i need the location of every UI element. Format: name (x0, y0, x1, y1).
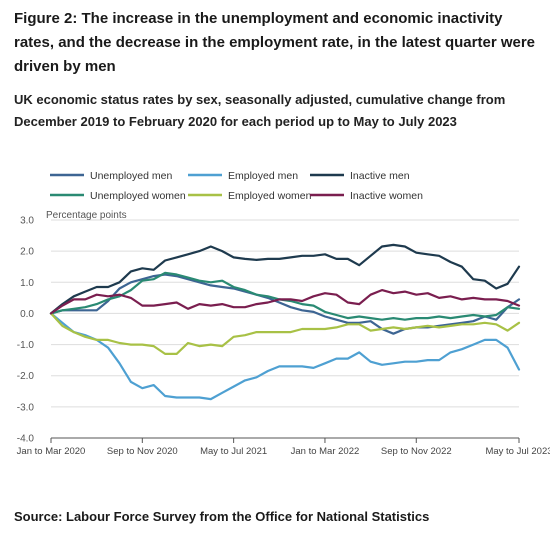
x-tick-label: Jan to Mar 2020 (17, 446, 86, 457)
line-chart: Unemployed men Employed men Inactive men Un… (17, 170, 550, 457)
figure-subtitle: UK economic status rates by sex, seasona… (14, 92, 506, 129)
series-line-inactive-women (49, 289, 521, 315)
y-tick-label: -4.0 (17, 434, 35, 445)
y-tick-label: -3.0 (17, 402, 35, 413)
series-lines (49, 243, 521, 401)
series-line-employed-men (49, 312, 521, 401)
x-axis: Jan to Mar 2020 Sep to Nov 2020 May to Jul… (17, 438, 550, 457)
x-tick-label: Jan to Mar 2022 (291, 446, 360, 457)
x-tick-label: Sep to Nov 2022 (381, 446, 452, 457)
x-tick-label: Sep to Nov 2020 (107, 446, 178, 457)
source-note: Source: Labour Force Survey from the Off… (14, 509, 430, 524)
gridlines (51, 219, 519, 439)
legend-label: Unemployed women (90, 190, 186, 202)
y-axis-label: Percentage points (46, 210, 127, 221)
y-tick-label: 1.0 (20, 278, 34, 289)
y-tick-label: -1.0 (17, 340, 35, 351)
x-tick-label: May to Jul 2023 (485, 446, 550, 457)
legend-label: Employed women (228, 190, 312, 202)
series-line-unemployed-men (49, 273, 521, 335)
legend-label: Unemployed men (90, 170, 172, 182)
y-tick-label: -2.0 (17, 371, 35, 382)
legend-label: Employed men (228, 170, 298, 182)
y-tick-label: 0.0 (20, 309, 34, 320)
figure-title: Figure 2: The increase in the unemployme… (14, 10, 536, 75)
y-tick-label: 2.0 (20, 247, 34, 258)
legend: Unemployed men Employed men Inactive men Un… (50, 170, 423, 202)
legend-label: Inactive women (350, 190, 423, 202)
y-tick-label: 3.0 (20, 216, 34, 227)
series-line-employed-women (49, 312, 521, 355)
y-axis-ticks: 3.0 2.0 1.0 0.0 -1.0 -2.0 -3.0 -4.0 (17, 216, 35, 445)
x-tick-label: May to Jul 2021 (200, 446, 267, 457)
series-line-inactive-men (49, 243, 521, 315)
legend-label: Inactive men (350, 170, 410, 182)
